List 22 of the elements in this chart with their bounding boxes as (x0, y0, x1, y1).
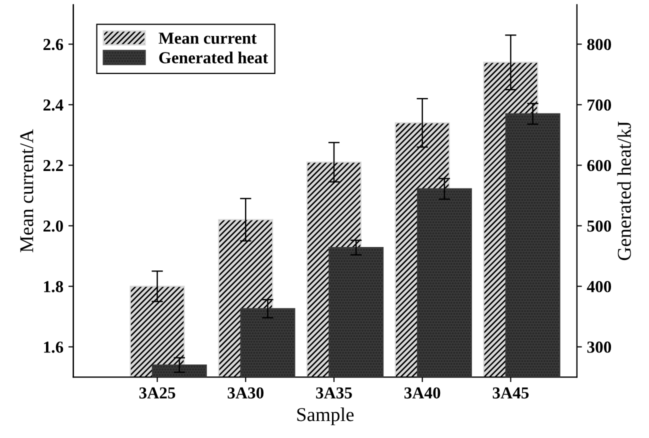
x-tick-label: 3A45 (492, 387, 529, 399)
y2-tick-label: 400 (586, 281, 612, 292)
y2-tick-label: 800 (587, 38, 612, 50)
y2-tick-label: 300 (587, 342, 612, 353)
x-tick-label: 3A40 (404, 387, 440, 399)
y2-tick-label: 600 (587, 160, 612, 172)
y-tick-label: 2.0 (43, 220, 63, 232)
y-tick-label: 1.8 (44, 281, 64, 292)
x-axis-title: Sample (297, 408, 354, 426)
y-axis-title: Mean current/A (20, 129, 34, 252)
y-tick-label: 2.4 (43, 99, 64, 111)
y-tick-label: 2.2 (43, 160, 63, 172)
legend-label: Mean current (158, 32, 257, 44)
x-tick-label: 3A35 (316, 387, 352, 399)
y-tick-label: 1.6 (44, 342, 64, 353)
x-tick-label: 3A25 (139, 387, 176, 399)
y2-axis-title: Generated heat/kJ (617, 121, 631, 260)
y-tick-label: 2.6 (43, 38, 64, 50)
legend-label: Generated heat (159, 52, 268, 64)
x-tick-label: 3A30 (228, 387, 264, 399)
y2-tick-label: 500 (587, 220, 612, 232)
y2-tick-label: 700 (588, 99, 612, 111)
